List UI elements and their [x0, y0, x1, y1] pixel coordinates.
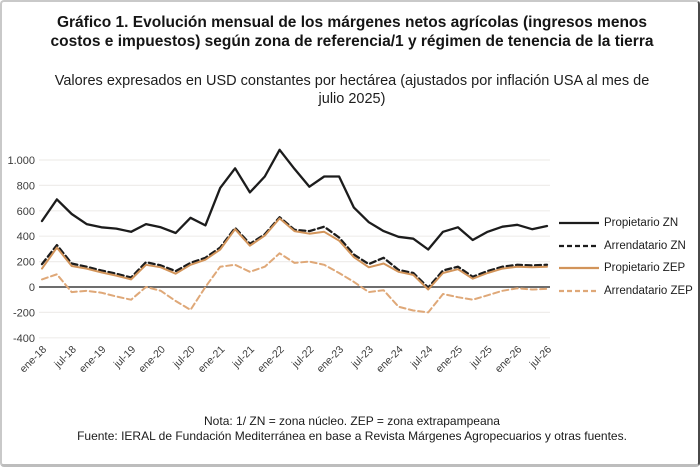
x-tick-label: ene-26 [493, 344, 525, 376]
y-tick-label: -200 [13, 307, 35, 319]
y-tick-label: -400 [13, 333, 35, 345]
x-tick-label: ene-21 [196, 344, 228, 376]
legend-label: Arrendatario ZN [604, 239, 686, 252]
legend-line-swatch [559, 266, 599, 270]
y-tick-label: 0 [29, 282, 35, 294]
x-tick-label: ene-23 [315, 344, 347, 376]
chart-subtitle: Valores expresados en USD constantes por… [54, 73, 650, 108]
chart-legend: Propietario ZN Arrendatario ZN Propietario… [558, 216, 693, 298]
chart-note: Nota: 1/ ZN = zona núcleo. ZEP = zona ex… [204, 414, 500, 428]
x-tick-label: jul-24 [408, 344, 435, 371]
y-tick-label: 200 [17, 257, 35, 269]
x-tick-label: jul-18 [51, 344, 78, 371]
legend-line-swatch [559, 221, 599, 225]
x-tick-label: ene-19 [77, 344, 109, 376]
legend-item-arrendatario-zn: Arrendatario ZN [558, 239, 693, 253]
legend-label: Arrendatario ZEP [604, 284, 693, 297]
legend-line-swatch [559, 289, 599, 292]
x-tick-label: ene-25 [433, 344, 465, 376]
y-tick-label: 600 [17, 206, 35, 218]
y-tick-label: 400 [17, 231, 35, 243]
x-tick-label: jul-26 [527, 344, 554, 371]
y-tick-label: 800 [17, 180, 35, 192]
x-tick-label: jul-25 [467, 344, 494, 371]
series-line-propietario-zep [41, 217, 548, 291]
x-tick-label: jul-23 [349, 344, 376, 371]
legend-line-swatch [559, 244, 599, 247]
legend-label: Propietario ZN [604, 217, 679, 229]
x-tick-label: jul-21 [230, 344, 257, 371]
x-tick-label: ene-20 [136, 344, 168, 376]
legend-label: Propietario ZEP [604, 262, 686, 274]
series-line-propietario-zn [40, 148, 549, 251]
legend-item-propietario-zn: Propietario ZN [558, 216, 693, 230]
chart-source: Fuente: IERAL de Fundación Mediterránea … [77, 429, 627, 443]
x-tick-label: ene-18 [18, 344, 50, 376]
chart-title: Gráfico 1. Evolución mensual de los márg… [50, 14, 654, 50]
x-tick-label: ene-22 [255, 344, 287, 376]
legend-item-arrendatario-zep: Arrendatario ZEP [558, 284, 693, 298]
x-tick-label: jul-19 [111, 344, 138, 371]
x-tick-label: jul-22 [289, 344, 316, 371]
series-line-arrendatario-zep [41, 252, 548, 314]
y-tick-label: 1.000 [7, 155, 35, 167]
x-tick-label: ene-24 [374, 344, 406, 376]
x-tick-label: jul-20 [170, 344, 197, 371]
legend-item-propietario-zep: Propietario ZEP [558, 261, 693, 275]
